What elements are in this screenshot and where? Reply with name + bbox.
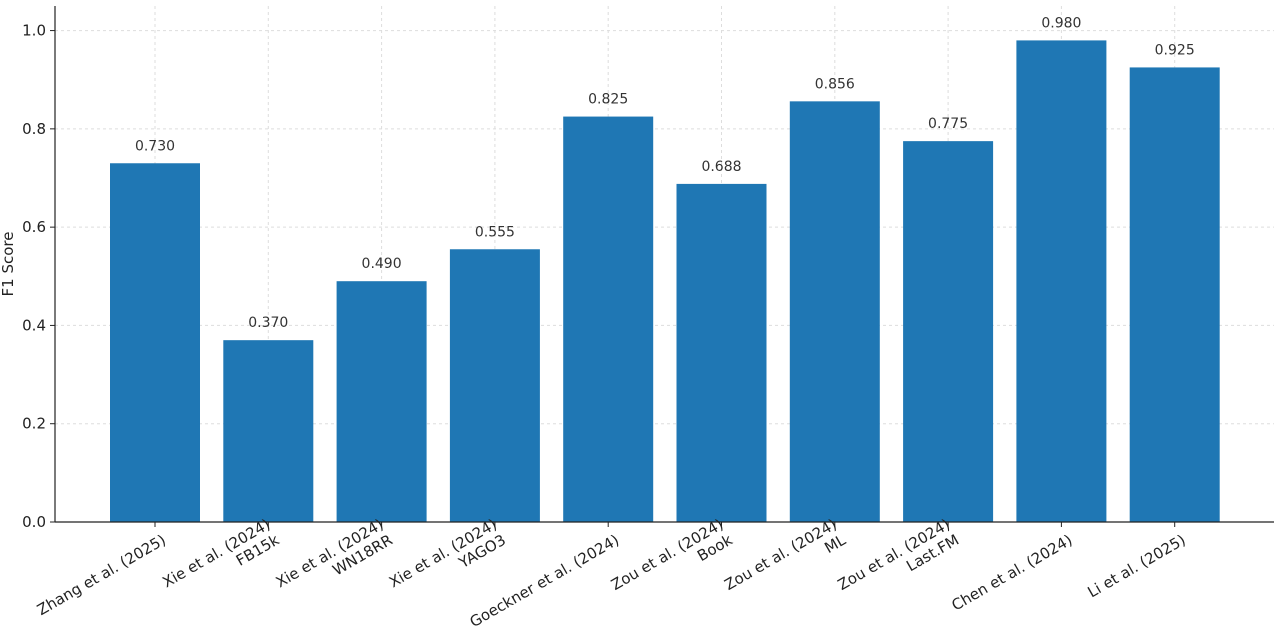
x-tick-label: Xie et al. (2024)WN18RR [273, 515, 396, 607]
x-tick-label-line: Zhang et al. (2025) [34, 531, 169, 619]
bar-value-label: 0.730 [135, 138, 175, 154]
bar [563, 116, 654, 523]
x-tick-label: Li et al. (2025) [1084, 531, 1188, 602]
x-tick-label-line: Chen et al. (2024) [948, 531, 1075, 615]
bar [676, 183, 767, 522]
bar [110, 163, 200, 522]
bar-value-label: 0.925 [1155, 42, 1195, 58]
y-axis-label: F1 Score [0, 232, 17, 297]
x-tick-label: Zou et al. (2024)Book [608, 515, 736, 610]
bar [223, 340, 314, 522]
bar-value-label: 0.980 [1041, 15, 1081, 31]
bar-value-label: 0.688 [701, 159, 741, 175]
bar-value-labels: 0.730 0.370 0.490 0.555 0.825 0.688 0.856 0.775… [135, 15, 1195, 331]
y-tick-label: 0.6 [22, 218, 46, 236]
x-tick-label: Zhang et al. (2025) [34, 531, 169, 619]
bars [110, 40, 1220, 523]
y-tick-label: 0.4 [22, 316, 46, 334]
bar-value-label: 0.555 [475, 224, 515, 240]
bar [1016, 40, 1107, 523]
axes [54, 6, 1274, 523]
y-tick-label: 0.8 [22, 120, 46, 138]
bar-value-label: 0.370 [248, 315, 288, 331]
x-tick-label-line: Zou et al. (2024) [721, 515, 839, 594]
x-tick-label: Zou et al. (2024)ML [721, 515, 849, 610]
bar-value-label: 0.775 [928, 116, 968, 132]
y-ticks: 0.0 0.2 0.4 0.6 0.8 1.0 [22, 22, 55, 531]
x-tick-label: Zou et al. (2024)Last.FM [835, 515, 962, 609]
bar [449, 249, 540, 522]
y-tick-label: 1.0 [22, 22, 46, 40]
bar-value-label: 0.825 [588, 92, 628, 108]
bar-value-label: 0.856 [815, 76, 855, 92]
x-tick-label: Xie et al. (2024)YAGO3 [386, 515, 509, 607]
x-tick-label: Xie et al. (2024)FB15k [159, 515, 282, 607]
x-tick-label-line: Li et al. (2025) [1084, 531, 1188, 602]
y-tick-label: 0.2 [22, 415, 46, 433]
x-tick-label: Chen et al. (2024) [948, 531, 1075, 615]
bar [789, 101, 880, 522]
bar-value-label: 0.490 [362, 256, 402, 272]
x-ticks: Zhang et al. (2025)Xie et al. (2024)FB15… [34, 515, 1189, 629]
bar [903, 141, 994, 522]
y-tick-label: 0.0 [22, 513, 46, 531]
bar [1129, 67, 1220, 522]
bar [336, 281, 427, 522]
